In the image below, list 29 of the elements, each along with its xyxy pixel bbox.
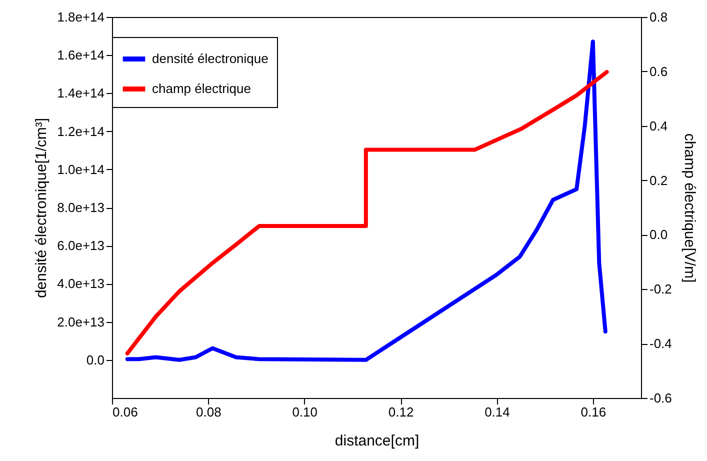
y-tick-label: 0.0 [86,352,104,368]
y2-tick-label: 0.8 [650,10,668,24]
y2-tick-label: 0.0 [650,227,668,242]
x-tick-label: 0.14 [484,404,510,420]
y2-tick-label: -0.4 [650,336,672,352]
y2-tick-label: 0.4 [650,118,668,134]
x-tick-label: 0.06 [112,404,138,420]
y-axis-title: densité électronique[1/cm³] [33,118,50,298]
x-tick-label: 0.16 [580,404,606,420]
y2-tick-label: -0.6 [650,390,672,406]
x-tick-label: 0.08 [196,404,222,420]
y-tick-label: 1.4e+14 [57,86,104,101]
y-tick-label: 1.2e+14 [57,124,104,139]
legend-label: champ électrique [152,81,251,96]
y-tick-label: 1.8e+14 [57,10,104,24]
y-tick-label: 1.6e+14 [57,48,104,63]
y2-tick-label: 0.6 [650,64,668,79]
y-tick-label: 8.0e+13 [57,200,104,215]
y2-axis-title: champ électrique[V/m] [680,133,698,283]
y-tick-label: 6.0e+13 [57,238,104,254]
x-axis-title: distance[cm] [334,432,420,450]
x-tick-label: 0.12 [388,404,414,420]
y-tick-label: 2.0e+13 [57,314,104,330]
y-tick-label: 4.0e+13 [57,276,104,292]
x-tick-label: 0.10 [292,404,318,420]
y2-tick-label: -0.2 [650,282,672,297]
legend-label: densité électronique [152,51,268,66]
y2-tick-label: 0.2 [650,172,668,188]
y-tick-label: 1.0e+14 [57,162,104,177]
